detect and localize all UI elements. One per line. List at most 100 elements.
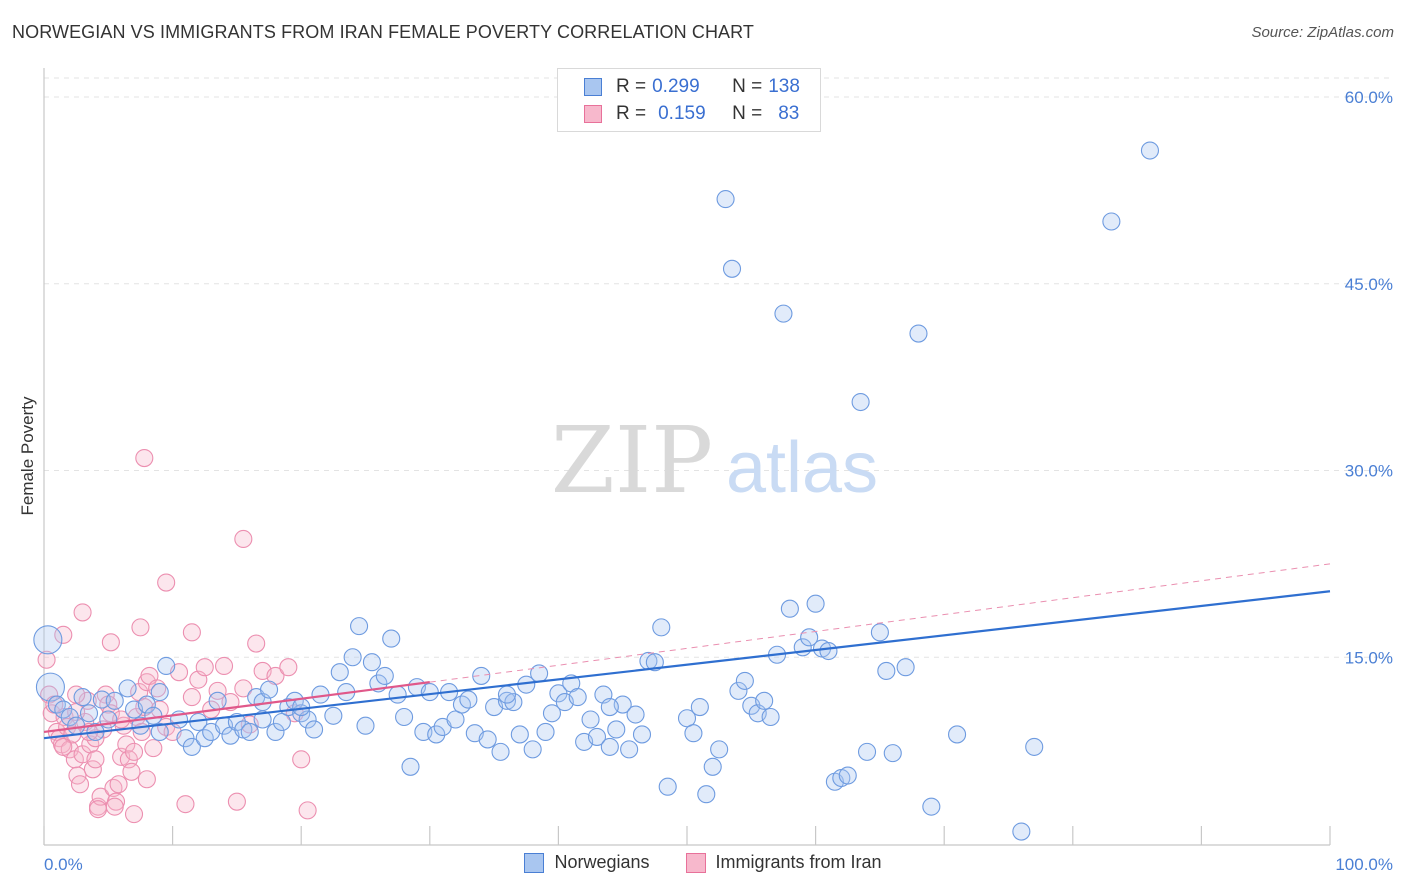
point-iran [176,795,195,814]
legend-r-label: R = [616,76,647,97]
point-norwegian [472,666,491,685]
trend-line-norwegians [43,590,1331,740]
y-tick-label: 45.0% [1345,275,1393,294]
point-norwegian [857,742,877,761]
point-norwegian [632,725,652,744]
point-norwegian [645,653,664,672]
point-norwegian [259,680,279,699]
point-norwegian [1102,212,1121,231]
point-norwegian [851,392,870,412]
point-iran [157,573,176,592]
point-iran [86,750,105,769]
series-iran-points [37,448,317,824]
legend-row-iran: R = 0.159 N = 83 [584,102,799,126]
point-norwegian [350,617,369,636]
point-norwegian [208,691,227,710]
point-norwegian [780,599,799,618]
point-norwegian [395,707,414,727]
point-norwegian [607,720,626,739]
watermark-atlas: atlas [726,428,878,508]
point-norwegian [227,712,246,732]
point-iran [234,529,253,549]
point-norwegian [587,727,607,746]
point-iran [298,801,317,820]
point-iran [112,710,131,729]
point-norwegian [761,707,780,727]
point-iran [144,739,163,758]
legend-row-norwegians: R = 0.299 N = 138 [584,75,800,99]
point-norwegian [819,641,838,661]
point-iran [182,623,201,642]
point-norwegian [909,324,928,343]
series-legend: Norwegians Immigrants from Iran [0,852,1406,873]
point-norwegian [240,722,259,742]
point-norwegian [266,722,285,742]
chart-title: NORWEGIAN VS IMMIGRANTS FROM IRAN FEMALE… [12,22,755,42]
point-norwegian [710,740,729,759]
point-norwegian [446,710,465,729]
point-norwegian [703,757,722,776]
legend-n-label: N = [732,76,763,97]
y-tick-label: 30.0% [1345,462,1393,481]
point-norwegian [330,663,349,682]
point-norwegian [896,658,915,677]
point-iran [279,658,298,677]
point-norwegian [67,716,86,735]
point-norwegian [568,688,587,707]
point-norwegian [690,697,709,717]
watermark-zip: ZIP [551,407,713,514]
point-iran [195,658,214,677]
point-norwegian [948,725,967,744]
point-iran [122,762,141,781]
point-norwegian [536,722,555,742]
point-norwegian [774,304,793,323]
point-iran [137,770,156,789]
point-iran [88,800,108,819]
legend-item-norwegians[interactable]: Norwegians [524,852,650,873]
point-iran [208,681,227,700]
point-norwegian [497,691,517,710]
point-norwegian [118,679,137,698]
point-norwegian [870,623,889,642]
point-norwegian [388,685,407,704]
y-tick-label: 60.0% [1345,88,1393,107]
point-norwegian [716,190,735,209]
point-norwegian [883,744,902,763]
point-norwegian [497,685,517,704]
point-norwegian [73,688,92,707]
source-label: Source: ZipAtlas.com [1251,24,1394,41]
point-norwegian [1012,822,1031,841]
point-norwegian [54,700,73,719]
point-norwegian [401,757,420,776]
point-norwegian [838,766,857,785]
point-norwegian [375,666,394,685]
point-iran [105,797,124,816]
point-iran [131,618,150,637]
legend-item-iran[interactable]: Immigrants from Iran [685,852,882,873]
point-iran [234,679,253,698]
point-norwegian [478,730,497,749]
legend-swatch-pink [584,105,602,123]
y-tick-label: 15.0% [1345,648,1393,667]
point-norwegian [105,691,124,710]
point-norwegian [523,740,542,759]
point-norwegian [922,797,941,816]
point-norwegian [382,629,401,648]
point-iran [54,737,73,756]
point-iran [124,742,144,761]
point-norwegian [182,737,201,756]
point-norwegian [92,690,111,709]
legend-r-value: 0.159 [658,103,706,124]
point-norwegian [157,656,176,676]
point-norwegian [542,704,562,723]
point-norwegian [677,709,697,728]
point-norwegian [729,681,748,700]
point-iran [292,750,311,769]
legend-label-norwegians: Norwegians [554,852,650,872]
point-norwegian [755,691,774,710]
point-norwegian [420,683,439,702]
watermark: ZIP atlas [551,407,878,514]
point-norwegian [137,695,156,714]
point-norwegian [79,704,99,723]
